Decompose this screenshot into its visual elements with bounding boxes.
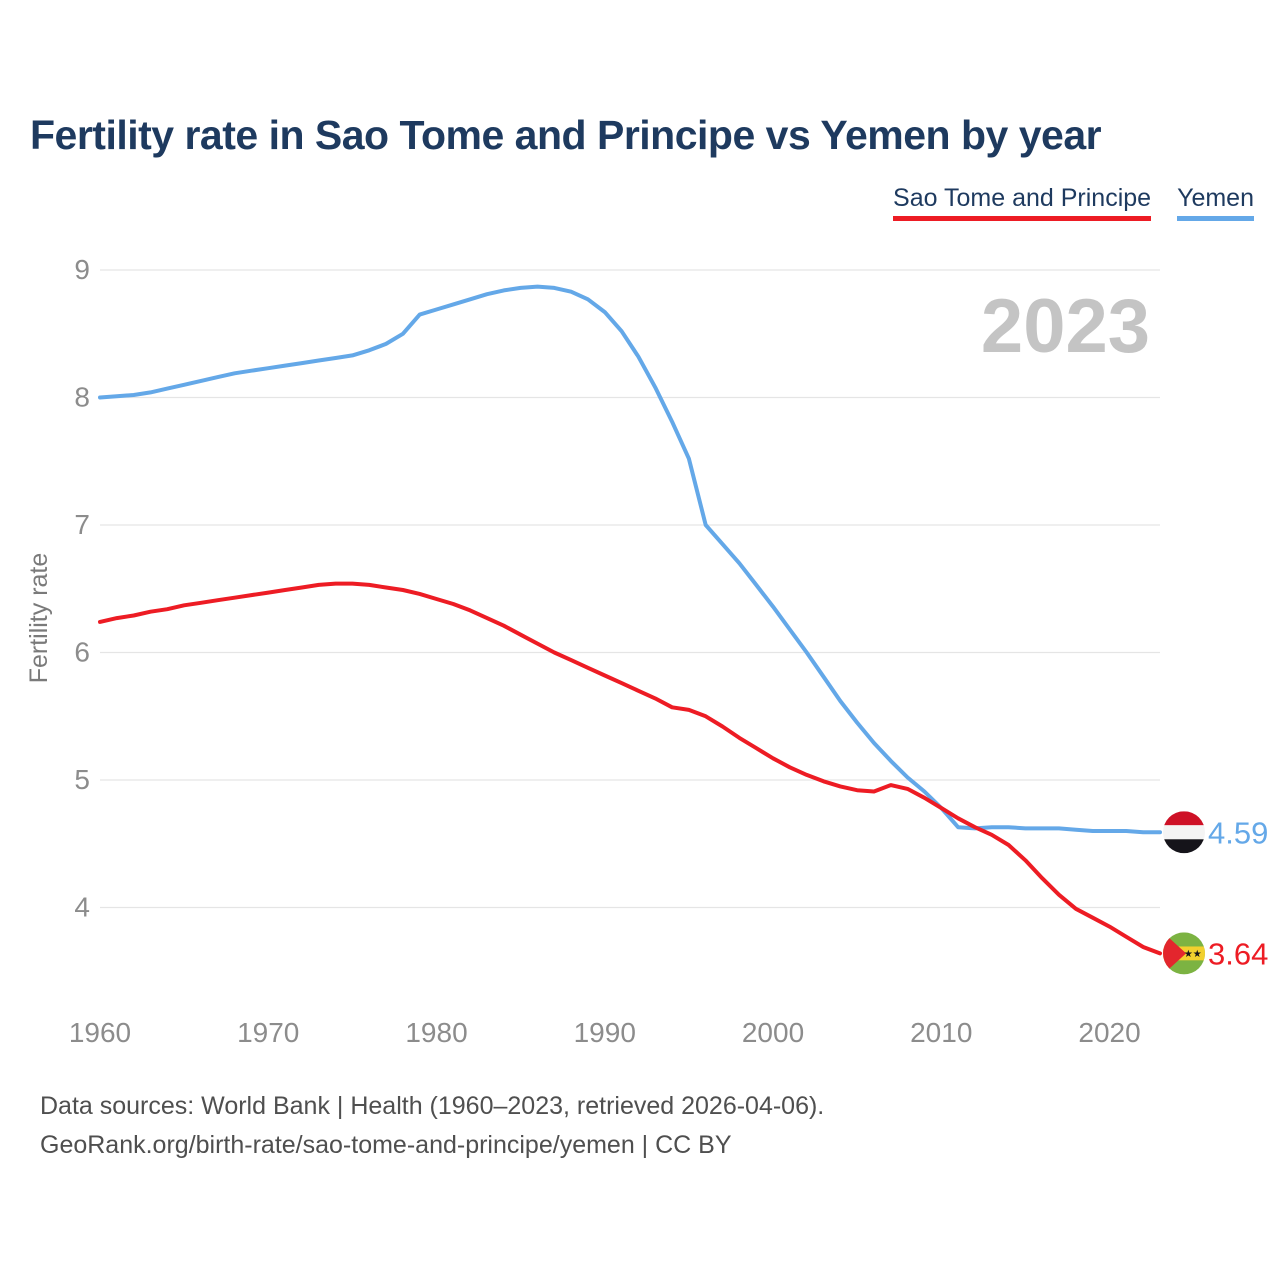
y-tick-label: 9: [74, 254, 90, 285]
y-tick-label: 4: [74, 892, 90, 923]
x-tick-label: 1960: [69, 1017, 131, 1048]
y-tick-label: 8: [74, 382, 90, 413]
yemen-flag-icon: [1163, 811, 1205, 854]
svg-text:★★: ★★: [1184, 949, 1202, 960]
series-line-sao-tome-and-principe: [98, 581, 1162, 956]
sao-tome-and-principe-flag-icon: ★★: [1163, 932, 1205, 975]
x-tick-label: 2020: [1078, 1017, 1140, 1048]
x-tick-label: 2000: [742, 1017, 804, 1048]
legend-item-sao-tome-and-principe[interactable]: Sao Tome and Principe: [893, 184, 1152, 221]
x-tick-label: 2010: [910, 1017, 972, 1048]
x-tick-label: 1980: [405, 1017, 467, 1048]
x-tick-label: 1970: [237, 1017, 299, 1048]
footer: Data sources: World Bank | Health (1960–…: [40, 1087, 824, 1165]
end-value-label-yemen: 4.59: [1208, 815, 1268, 850]
y-axis-label: Fertility rate: [25, 553, 53, 684]
legend: Sao Tome and Principe Yemen: [893, 184, 1254, 221]
page-title: Fertility rate in Sao Tome and Principe …: [30, 112, 1102, 158]
legend-item-yemen[interactable]: Yemen: [1177, 184, 1254, 221]
source-url-text[interactable]: GeoRank.org/birth-rate/sao-tome-and-prin…: [40, 1131, 732, 1159]
data-sources-text: Data sources: World Bank | Health (1960–…: [40, 1092, 825, 1120]
y-tick-label: 5: [74, 764, 90, 795]
series-line-yemen: [98, 284, 1162, 835]
y-tick-label: 6: [74, 637, 90, 668]
x-tick-label: 1990: [574, 1017, 636, 1048]
watermark-year: 2023: [981, 284, 1150, 369]
end-value-label-sao-tome-and-principe: 3.64: [1208, 936, 1268, 971]
y-tick-label: 7: [74, 509, 90, 540]
